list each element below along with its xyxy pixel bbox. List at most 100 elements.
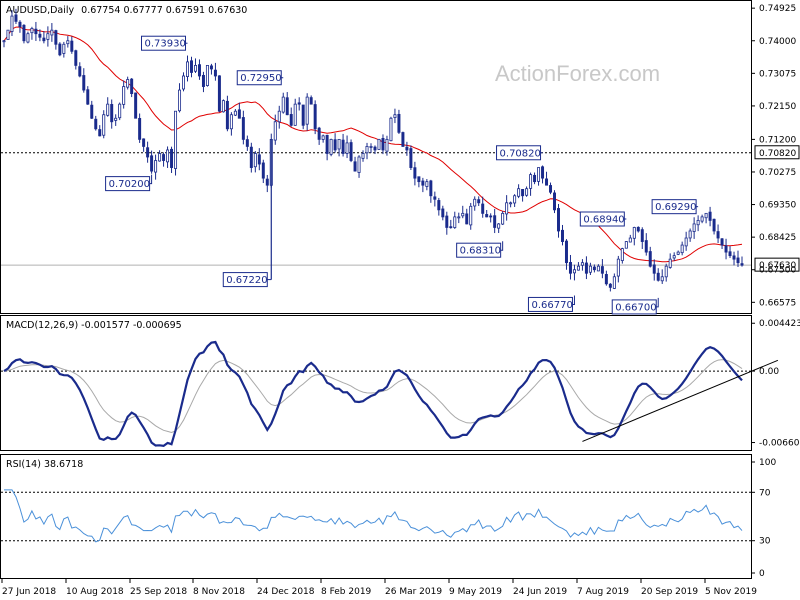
candle-body — [405, 146, 409, 151]
price-y-axis: 0.74925 0.74000 0.73075 0.72150 0.71200 0.702… — [751, 4, 796, 308]
candle-body — [349, 142, 353, 161]
resistance-price-label: 0.70820 — [759, 149, 796, 159]
callout-box-0.73930 — [141, 35, 187, 51]
candle-body — [110, 104, 114, 123]
candle-body — [485, 214, 489, 218]
candle-body — [257, 154, 261, 165]
candle-body — [612, 276, 616, 289]
candle-body — [353, 161, 357, 172]
candle-body — [425, 181, 429, 187]
candle-body — [62, 43, 66, 54]
candle-body — [453, 216, 457, 228]
candle-body — [118, 103, 122, 119]
rsi-tick-label: 30 — [759, 537, 771, 547]
callout-box-0.70820 — [496, 145, 542, 161]
candle-body — [433, 196, 437, 200]
candle-body — [596, 265, 600, 272]
candle-body — [728, 251, 732, 257]
candle-body — [401, 132, 405, 147]
date-tick-label: 24 Jun 2019 — [513, 587, 567, 597]
candle-body — [166, 149, 170, 163]
candle-body — [660, 276, 664, 282]
candle-body — [190, 60, 193, 73]
macd-y-axis: 0.004423 0.00 -0.006603 — [751, 319, 800, 449]
candle-body — [293, 103, 297, 126]
candle-body — [54, 30, 58, 45]
price-tick-label: 0.72150 — [759, 102, 796, 112]
candle-body — [249, 146, 253, 168]
candle-body — [337, 138, 341, 150]
candle-body — [720, 238, 724, 246]
candle-body — [676, 251, 680, 255]
candle-body — [253, 153, 257, 168]
date-tick-label: 27 Jun 2018 — [2, 587, 56, 597]
candle-body — [616, 258, 620, 277]
candle-body — [146, 147, 150, 158]
candle-body — [445, 215, 449, 228]
date-tick-label: 20 Sep 2019 — [641, 587, 698, 597]
candle-body — [684, 237, 688, 247]
candle-body — [178, 89, 182, 112]
candle-body — [568, 262, 572, 274]
candle-body — [38, 33, 42, 38]
macd-tick-label: 0.00 — [759, 367, 779, 377]
callout-label-0.69290: 0.69290 — [655, 202, 696, 213]
callout-label-0.72950: 0.72950 — [240, 73, 281, 84]
candle-body — [361, 153, 365, 159]
candle-body — [122, 86, 126, 105]
candle-body — [225, 100, 229, 130]
candle-body — [217, 75, 221, 112]
candle-body — [289, 114, 293, 126]
candle-body — [620, 248, 624, 261]
candle-body — [261, 162, 265, 179]
candle-body — [449, 226, 453, 229]
candle-body — [162, 154, 166, 161]
callout-label-0.68310: 0.68310 — [460, 246, 501, 257]
candle-body — [130, 78, 134, 94]
candle-body — [736, 257, 740, 264]
rsi-panel-header: RSI(14) 38.6718 — [6, 459, 83, 470]
candle-body — [505, 202, 509, 215]
candle-body — [644, 240, 648, 253]
candle-body — [305, 96, 309, 125]
price-reference-lines: 0.70820 0.67630 — [1, 145, 800, 272]
date-tick-label: 5 Nov 2019 — [705, 587, 757, 597]
rsi-tick-label: 100 — [759, 458, 776, 468]
candle-body — [525, 188, 529, 196]
candle-body — [285, 97, 289, 116]
candle-body — [680, 244, 684, 254]
candle-body — [277, 110, 281, 123]
callout-label-0.67220: 0.67220 — [226, 275, 267, 286]
candle-body — [138, 118, 142, 140]
date-tick-label: 8 Feb 2019 — [321, 587, 372, 597]
candle-body — [381, 138, 385, 151]
candle-body — [553, 192, 556, 211]
candle-body — [628, 237, 632, 243]
candle-body — [541, 166, 545, 179]
last-price-label: 0.67630 — [759, 261, 796, 271]
candle-body — [704, 212, 708, 219]
price-tick-label: 0.69350 — [759, 201, 796, 211]
candle-body — [533, 174, 537, 183]
price-panel-frame — [0, 0, 752, 314]
candle-body — [205, 65, 209, 86]
candle-body — [345, 142, 349, 154]
candle-body — [489, 215, 493, 218]
candle-body — [688, 230, 692, 239]
callout-box-0.66770 — [527, 296, 573, 312]
candle-body — [281, 96, 285, 113]
candle-body — [182, 75, 186, 90]
candle-body — [513, 195, 517, 204]
candle-body — [509, 202, 513, 205]
candle-body — [301, 104, 305, 126]
candle-body — [708, 211, 712, 221]
callout-box-0.69290 — [651, 199, 697, 215]
rsi-y-axis: 100 70 30 0 — [751, 458, 776, 579]
candle-body — [672, 255, 676, 259]
candle-body — [389, 117, 393, 142]
macd-tick-label: 0.004423 — [759, 319, 800, 329]
candle-body — [437, 200, 441, 211]
candle-body — [90, 104, 94, 119]
candle-body — [86, 89, 90, 105]
